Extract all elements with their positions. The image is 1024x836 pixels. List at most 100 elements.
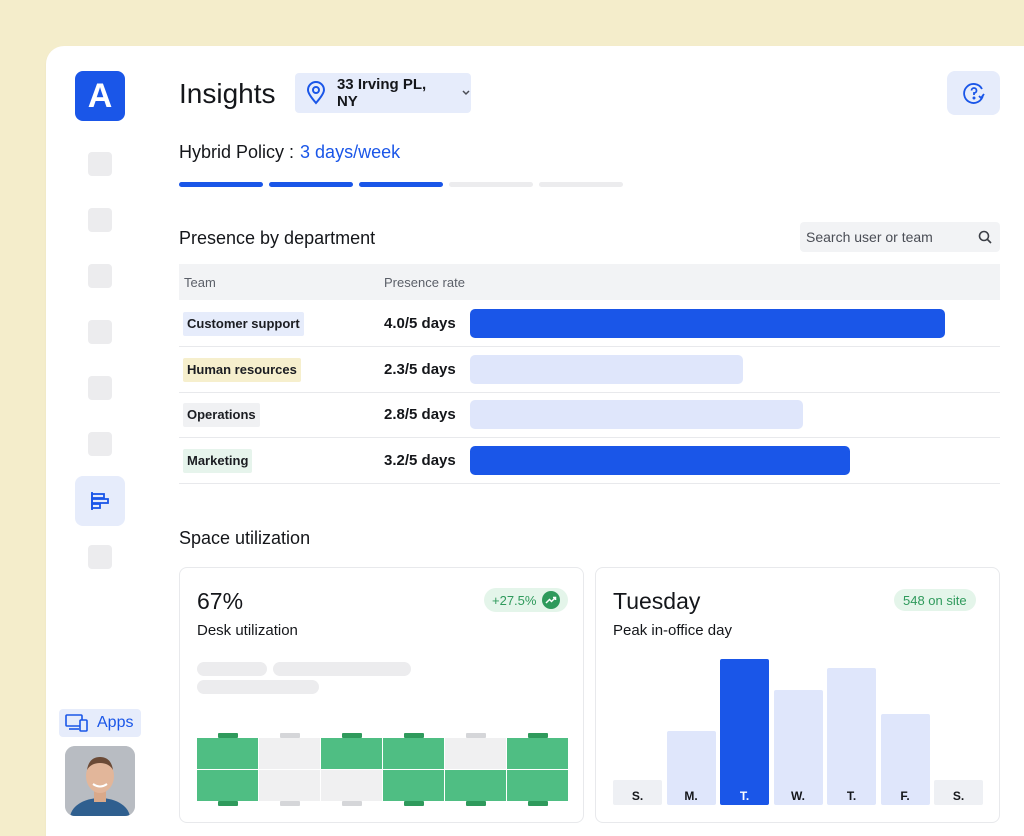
desk-occupied bbox=[507, 770, 569, 801]
desk-chair bbox=[404, 733, 424, 738]
desk-chair bbox=[218, 801, 238, 806]
table-row[interactable]: Operations 2.8/5 days bbox=[179, 392, 1000, 438]
peak-day-value: Tuesday bbox=[613, 588, 701, 614]
day-bar[interactable] bbox=[827, 668, 876, 805]
presence-title: Presence by department bbox=[179, 228, 376, 248]
policy-segment bbox=[539, 182, 623, 187]
desk-chair bbox=[528, 801, 548, 806]
location-name: 33 Irving PL, NY bbox=[336, 76, 427, 110]
day-bar[interactable] bbox=[720, 659, 769, 805]
location-pin-icon bbox=[306, 81, 325, 105]
table-row[interactable]: Customer support 4.0/5 days bbox=[179, 301, 1000, 347]
day-label: S. bbox=[952, 789, 965, 803]
app-logo[interactable]: A bbox=[75, 71, 125, 121]
desk-chair bbox=[404, 801, 424, 806]
desk-free bbox=[259, 770, 321, 801]
day-bar[interactable] bbox=[773, 690, 823, 805]
day-label: T. bbox=[846, 789, 857, 803]
placeholder-line bbox=[197, 680, 319, 694]
peak-day-card: Tuesday Peak in-office day 548 on site S… bbox=[595, 567, 1000, 823]
trend-value: +27.5% bbox=[492, 592, 537, 608]
desk-free bbox=[259, 738, 321, 769]
day-label: S. bbox=[631, 789, 644, 803]
sidebar-item-7[interactable] bbox=[88, 545, 112, 569]
desk-occupied bbox=[321, 738, 383, 769]
policy-segment bbox=[359, 182, 443, 187]
col-presence-rate: Presence rate bbox=[384, 275, 465, 290]
hybrid-policy: Hybrid Policy :3 days/week bbox=[179, 142, 400, 163]
day-label: F. bbox=[900, 789, 910, 803]
policy-segment bbox=[449, 182, 533, 187]
day-label: W. bbox=[791, 789, 805, 803]
desk-chair bbox=[342, 733, 362, 738]
team-chip[interactable]: Human resources bbox=[183, 357, 301, 382]
placeholder-line bbox=[197, 662, 267, 676]
sidebar-item-1[interactable] bbox=[88, 152, 112, 176]
page-title: Insights bbox=[179, 78, 276, 109]
desk-utilization-label: Desk utilization bbox=[197, 622, 298, 639]
trend-up-icon bbox=[542, 591, 561, 609]
policy-value[interactable]: 3 days/week bbox=[300, 142, 401, 162]
desk-chair bbox=[218, 733, 238, 738]
table-row[interactable]: Human resources 2.3/5 days bbox=[179, 347, 1000, 393]
col-team: Team bbox=[184, 275, 216, 290]
desk-utilization-value: 67% bbox=[197, 588, 244, 614]
search-icon bbox=[978, 230, 992, 244]
team-chip[interactable]: Marketing bbox=[183, 448, 253, 473]
location-selector[interactable]: 33 Irving PL, NY bbox=[295, 73, 471, 113]
desk-chair bbox=[280, 733, 300, 738]
chevron-down-icon bbox=[462, 90, 470, 96]
placeholder-line bbox=[273, 662, 411, 676]
desk-utilization-card: 67% Desk utilization +27.5% bbox=[179, 567, 584, 823]
presence-bar bbox=[470, 354, 743, 384]
trend-badge: +27.5% bbox=[484, 588, 569, 612]
desk-chair bbox=[528, 733, 548, 738]
user-avatar[interactable] bbox=[65, 746, 135, 816]
day-bar[interactable] bbox=[613, 780, 662, 805]
presence-rate: 2.3/5 days bbox=[384, 360, 456, 378]
desk-occupied bbox=[383, 738, 445, 769]
desk-chair bbox=[280, 801, 300, 806]
apps-button[interactable]: Apps bbox=[59, 709, 141, 737]
presence-rate: 2.8/5 days bbox=[384, 406, 456, 423]
chart-icon bbox=[91, 492, 109, 510]
policy-label: Hybrid Policy : bbox=[179, 142, 295, 162]
desk-chair bbox=[466, 733, 486, 738]
desk-free bbox=[321, 770, 383, 801]
search-input[interactable]: Search user or team bbox=[800, 222, 1000, 252]
table-row[interactable]: Marketing 3.2/5 days bbox=[179, 438, 1000, 484]
sidebar-item-2[interactable] bbox=[88, 208, 112, 232]
help-icon bbox=[962, 83, 985, 104]
desk-free bbox=[445, 738, 507, 769]
sidebar-item-5[interactable] bbox=[88, 376, 112, 400]
table-header: Team Presence rate bbox=[179, 264, 1000, 300]
presence-rate: 4.0/5 days bbox=[384, 315, 456, 332]
sidebar-item-4[interactable] bbox=[88, 320, 112, 344]
search-placeholder: Search user or team bbox=[806, 229, 933, 245]
team-chip[interactable]: Customer support bbox=[183, 312, 304, 336]
policy-segment bbox=[179, 182, 263, 187]
apps-label: Apps bbox=[97, 714, 134, 731]
presence-bar bbox=[470, 309, 945, 338]
sidebar-item-3[interactable] bbox=[88, 264, 112, 288]
desk-chair bbox=[466, 801, 486, 806]
day-bar[interactable] bbox=[934, 780, 983, 805]
team-chip[interactable]: Operations bbox=[183, 403, 260, 427]
peak-day-label: Peak in-office day bbox=[613, 622, 732, 639]
policy-segment bbox=[269, 182, 353, 187]
day-label: M. bbox=[684, 789, 698, 803]
desk-occupied bbox=[197, 738, 259, 769]
on-site-badge: 548 on site bbox=[894, 589, 976, 611]
devices-icon bbox=[65, 714, 88, 732]
sidebar-item-6[interactable] bbox=[88, 432, 112, 456]
presence-bar bbox=[470, 400, 803, 429]
day-bar[interactable] bbox=[666, 731, 716, 805]
logo-letter: A bbox=[87, 76, 113, 115]
day-bar[interactable] bbox=[880, 714, 930, 805]
sidebar-item-insights[interactable] bbox=[75, 476, 125, 526]
presence-bar bbox=[470, 445, 850, 475]
help-button[interactable] bbox=[947, 71, 1000, 115]
desk-occupied bbox=[445, 770, 507, 801]
on-site-count: 548 on site bbox=[903, 592, 967, 608]
presence-rate: 3.2/5 days bbox=[384, 451, 456, 469]
